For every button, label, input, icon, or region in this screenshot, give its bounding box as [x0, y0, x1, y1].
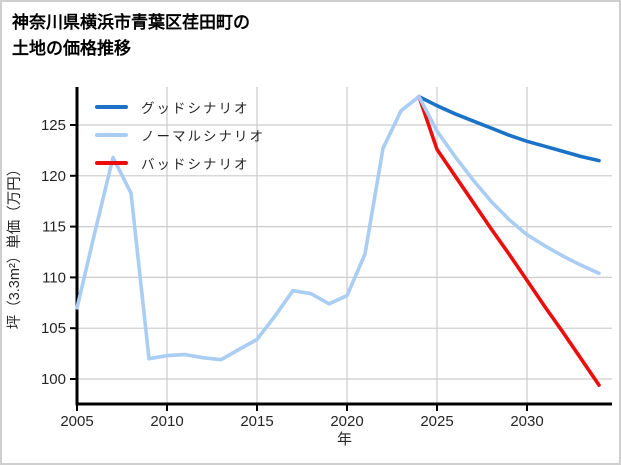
y-tick-label: 115: [42, 219, 66, 236]
normal-scenario-line-swatch: [95, 133, 128, 137]
normal-scenario-line: [75, 94, 601, 362]
legend-label: グッドシナリオ: [141, 101, 250, 116]
legend-label: ノーマルシナリオ: [141, 129, 265, 144]
x-tick-label: 2025: [420, 413, 453, 430]
y-tick-label: 100: [41, 371, 66, 388]
chart-title-line1: 神奈川県横浜市青葉区荏田町の: [12, 13, 250, 32]
bad-scenario-line-swatch: [95, 161, 128, 165]
legend-item-bad-scenario: バッドシナリオ: [95, 149, 265, 177]
chart-legend: グッドシナリオ ノーマルシナリオ バッドシナリオ: [95, 93, 265, 177]
x-tick-label: 2005: [60, 413, 93, 430]
good-scenario-line: [417, 94, 601, 163]
good-scenario-line-swatch: [95, 105, 128, 109]
y-axis-label: 坪（3.3m²）単価（万円）: [6, 162, 23, 330]
y-tick-label: 125: [41, 117, 66, 134]
y-tick-label: 105: [41, 320, 66, 337]
y-tick-label: 120: [41, 168, 66, 185]
legend-item-good-scenario: グッドシナリオ: [95, 93, 265, 121]
x-tick-label: 2010: [150, 413, 183, 430]
x-tick-label: 2015: [240, 413, 273, 430]
chart-title-line2: 土地の価格推移: [12, 39, 131, 59]
y-tick-label: 110: [42, 269, 66, 286]
x-tick-label: 2020: [330, 413, 363, 430]
x-tick-label: 2030: [510, 413, 543, 430]
chart-title: 神奈川県横浜市青葉区荏田町の 土地の価格推移: [12, 10, 250, 63]
legend-label: バッドシナリオ: [141, 157, 250, 172]
legend-item-normal-scenario: ノーマルシナリオ: [95, 121, 265, 149]
x-axis-label: 年: [337, 431, 352, 448]
bad-scenario-line: [417, 94, 601, 387]
